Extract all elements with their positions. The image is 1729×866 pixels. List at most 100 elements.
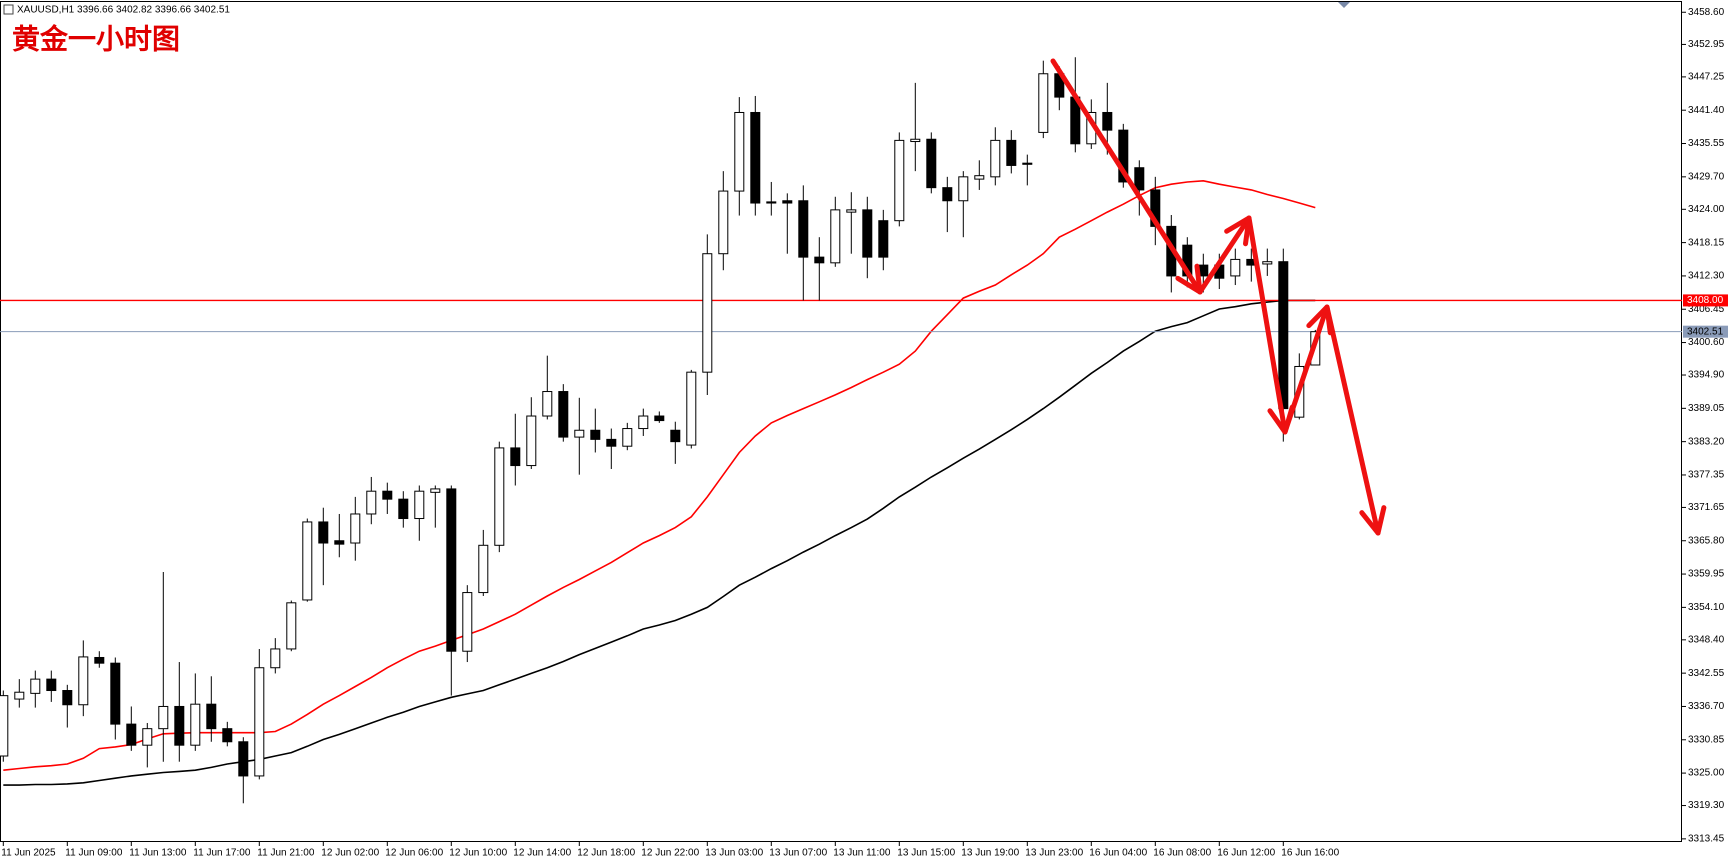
candle-body	[606, 438, 617, 447]
x-tick-label: 12 Jun 22:00	[641, 848, 699, 859]
y-tick-label: 3325.00	[1688, 768, 1725, 779]
x-tick-label: 11 Jun 21:00	[257, 848, 315, 859]
y-tick-label: 3424.00	[1688, 204, 1725, 215]
x-tick-label: 16 Jun 08:00	[1153, 848, 1211, 859]
x-tick-label: 12 Jun 18:00	[577, 848, 635, 859]
x-tick-label: 11 Jun 2025	[1, 848, 56, 859]
y-tick-label: 3458.60	[1688, 7, 1725, 18]
candle-body	[142, 728, 153, 746]
x-tick-label: 11 Jun 13:00	[129, 848, 187, 859]
candle-body	[590, 429, 601, 440]
y-tick-label: 3394.90	[1688, 370, 1725, 381]
candle-body	[974, 175, 985, 180]
y-tick-label: 3447.25	[1688, 72, 1725, 83]
candle-body	[446, 488, 457, 652]
x-tick-label: 13 Jun 19:00	[961, 848, 1019, 859]
y-tick-label: 3441.40	[1688, 105, 1725, 116]
plot-frame	[0, 1, 1682, 842]
price-label: 3408.00	[1687, 295, 1724, 306]
candle-body	[926, 138, 937, 189]
chart-title: 黄金一小时图	[12, 22, 180, 55]
candle-body	[414, 490, 425, 520]
annotation-arrowhead	[1306, 304, 1333, 336]
candle-body	[350, 513, 361, 544]
y-tick-label: 3400.60	[1688, 337, 1725, 348]
candle-body	[1278, 261, 1289, 410]
candle-body	[910, 138, 921, 143]
candle-body	[1006, 139, 1017, 166]
candle-body	[206, 703, 217, 730]
y-tick-label: 3371.65	[1688, 502, 1725, 513]
y-tick-label: 3412.30	[1688, 271, 1725, 282]
candle-body	[462, 592, 473, 652]
y-tick-label: 3435.55	[1688, 138, 1725, 149]
candle-body	[126, 723, 137, 746]
candle-body	[158, 705, 169, 730]
candle-body	[1022, 162, 1033, 165]
price-label-box	[1683, 294, 1728, 307]
x-tick-label: 13 Jun 07:00	[769, 848, 827, 859]
candle-body	[670, 429, 681, 443]
candle-body	[1102, 111, 1113, 131]
candle-body	[286, 602, 297, 650]
x-tick-label: 13 Jun 15:00	[897, 848, 955, 859]
annotation-arrow	[1050, 58, 1381, 536]
candle-body	[30, 678, 41, 694]
y-tick-label: 3319.30	[1688, 800, 1725, 811]
candle-body	[862, 209, 873, 258]
candle-body	[1038, 73, 1049, 133]
candle-body	[382, 490, 393, 500]
y-tick-label: 3365.80	[1688, 535, 1725, 546]
candle-body	[46, 678, 57, 692]
candle-body	[798, 200, 809, 258]
y-tick-label: 3359.95	[1688, 569, 1725, 580]
symbol-icon	[3, 4, 14, 15]
y-tick-label: 3389.05	[1688, 403, 1725, 414]
candle-body	[334, 540, 345, 545]
candle-body	[1230, 258, 1241, 277]
candle-body	[558, 391, 569, 438]
y-tick-label: 3342.55	[1688, 668, 1725, 679]
candle-body	[894, 139, 905, 222]
y-tick-label: 3406.45	[1688, 304, 1725, 315]
candle-body	[398, 498, 409, 520]
candle-body	[542, 391, 553, 417]
candle-body	[0, 695, 9, 757]
candle-body	[110, 662, 121, 725]
candle-body	[238, 741, 249, 777]
x-tick-label: 12 Jun 14:00	[513, 848, 571, 859]
candle-body	[254, 667, 265, 777]
candle-body	[814, 256, 825, 264]
y-tick-label: 3336.70	[1688, 701, 1725, 712]
candle-body	[302, 521, 313, 601]
candle-body	[686, 371, 697, 446]
annotation-arrowhead	[1224, 215, 1252, 247]
candle-body	[958, 176, 969, 202]
x-tick-label: 12 Jun 02:00	[321, 848, 379, 859]
candle-body	[622, 428, 633, 447]
candle-body	[78, 656, 89, 706]
y-tick-label: 3313.45	[1688, 834, 1725, 845]
x-tick-label: 12 Jun 06:00	[385, 848, 443, 859]
candle-body	[14, 691, 25, 700]
candle-body	[734, 111, 745, 192]
candle-body	[942, 187, 953, 202]
annotation-arrowhead	[1175, 263, 1203, 295]
chart-header: XAUUSD,H1 3396.66 3402.82 3396.66 3402.5…	[17, 5, 230, 16]
y-tick-label: 3330.85	[1688, 734, 1725, 745]
annotation-arrowhead	[1359, 505, 1387, 536]
candle-body	[190, 703, 201, 746]
y-tick-label: 3418.15	[1688, 237, 1725, 248]
moving-average-line	[3, 179, 1316, 771]
candle-body	[750, 111, 761, 204]
candle-body	[574, 429, 585, 438]
candle-body	[94, 656, 105, 664]
candle-body	[830, 209, 841, 264]
price-label-box	[1683, 325, 1728, 338]
y-tick-label: 3354.10	[1688, 602, 1725, 613]
x-tick-label: 16 Jun 16:00	[1281, 848, 1339, 859]
y-tick-label: 3377.35	[1688, 470, 1725, 481]
candle-body	[366, 490, 377, 515]
